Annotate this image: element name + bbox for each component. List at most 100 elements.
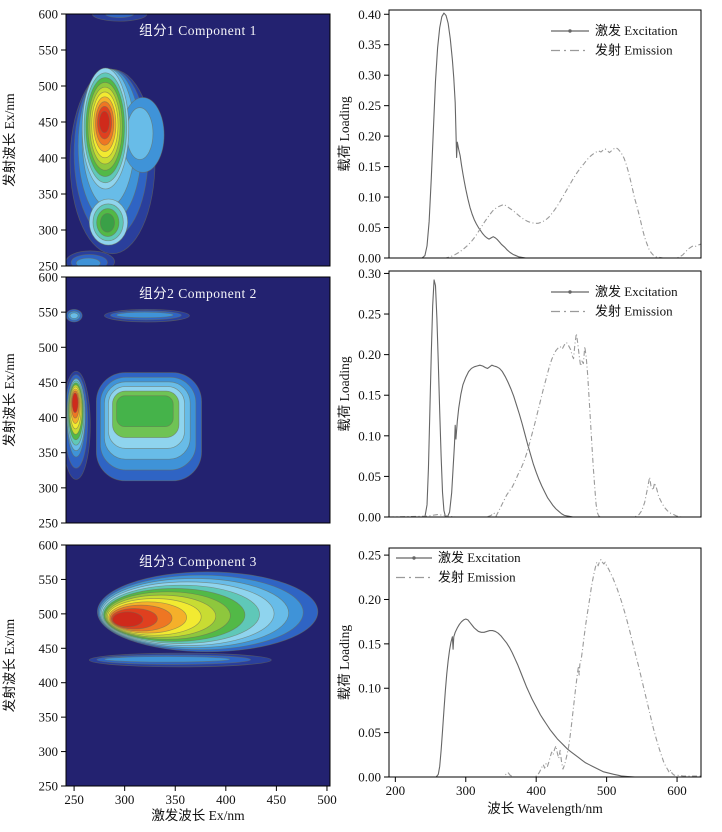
y-tick-label: 0.05 bbox=[358, 469, 381, 484]
x-tick-label: 350 bbox=[165, 792, 185, 807]
eem-peak-broad-blob-ex320-em410 bbox=[95, 372, 202, 482]
y-tick-label: 300 bbox=[39, 480, 59, 495]
eem-plot-border bbox=[65, 13, 331, 267]
contour-band bbox=[99, 110, 110, 134]
eem-y-axis-title: 发射波长 Ex/nm bbox=[2, 93, 17, 187]
contour-band bbox=[112, 611, 144, 628]
y-tick-label: 0.10 bbox=[358, 190, 381, 205]
contour-band bbox=[75, 257, 101, 266]
legend-label: 发射 Emission bbox=[595, 304, 673, 319]
y-tick-label: 0.40 bbox=[358, 7, 381, 22]
y-tick-label: 600 bbox=[39, 538, 59, 553]
eem-component-1: 250 300 350 400 450 500 550 600 发射波长 Ex/nm 组分1 Co… bbox=[2, 7, 331, 274]
contour-band bbox=[104, 656, 231, 663]
y-tick-label: 0.30 bbox=[358, 266, 381, 281]
eem-component-3: 250 300 350 400 450 500 550 600 250 300 350 400 450 5… bbox=[2, 538, 337, 824]
y-tick-label: 0.35 bbox=[358, 37, 381, 52]
eem-peak-top-streak bbox=[104, 308, 190, 323]
y-tick-label: 0.00 bbox=[358, 251, 381, 266]
loading-plot-border bbox=[388, 270, 702, 518]
contour-band bbox=[71, 392, 79, 414]
loading-plot-1: 0.00 0.05 0.10 0.15 0.20 0.25 0.30 0.35 0.40 载荷 L… bbox=[337, 7, 702, 266]
contour-band bbox=[100, 213, 115, 233]
y-tick-label: 0.15 bbox=[358, 159, 381, 174]
y-tick-label: 0.00 bbox=[358, 770, 381, 785]
eem-plot-border bbox=[65, 276, 331, 524]
y-tick-label: 0.25 bbox=[358, 307, 381, 322]
y-tick-label: 300 bbox=[39, 223, 59, 238]
y-tick-label: 500 bbox=[39, 606, 59, 621]
y-tick-label: 300 bbox=[39, 744, 59, 759]
y-tick-label: 0.05 bbox=[358, 220, 381, 235]
contour-band bbox=[126, 107, 154, 160]
y-tick-label: 0.20 bbox=[358, 347, 381, 362]
eem-contours bbox=[66, 14, 165, 266]
y-tick-label: 0.30 bbox=[358, 68, 381, 83]
y-tick-label: 0.15 bbox=[358, 636, 381, 651]
y-tick-label: 350 bbox=[39, 445, 59, 460]
emission-curve-1 bbox=[389, 147, 701, 258]
x-tick-label: 200 bbox=[386, 783, 406, 798]
eem-peak-top-dot bbox=[66, 308, 83, 323]
eem-panel-title: 组分2 Component 2 bbox=[139, 286, 257, 301]
y-tick-label: 0.10 bbox=[358, 681, 381, 696]
x-tick-label: 450 bbox=[267, 792, 287, 807]
y-tick-label: 0.10 bbox=[358, 428, 381, 443]
eem-component-2: 250 300 350 400 450 500 550 600 发射波长 Ex/nm 组分2 Co… bbox=[2, 270, 331, 531]
y-tick-label: 600 bbox=[39, 7, 59, 22]
y-tick-label: 250 bbox=[39, 779, 59, 794]
legend-label: 激发 Excitation bbox=[438, 550, 521, 565]
loading-x-axis-title: 波长 Wavelength/nm bbox=[487, 801, 603, 816]
eem-peak-right-lobe bbox=[121, 97, 165, 173]
y-tick-label: 400 bbox=[39, 410, 59, 425]
legend-marker-dot bbox=[412, 556, 416, 560]
y-tick-label: 550 bbox=[39, 43, 59, 58]
eem-panel-title: 组分1 Component 1 bbox=[139, 23, 257, 38]
x-tick-label: 600 bbox=[667, 783, 687, 798]
y-tick-label: 0.25 bbox=[358, 98, 381, 113]
y-tick-label: 0.15 bbox=[358, 388, 381, 403]
loading-plot-3: 0.00 0.05 0.10 0.15 0.20 0.25 200 300 400 500 600 波… bbox=[337, 547, 702, 816]
loading-plot-2: 0.00 0.05 0.10 0.15 0.20 0.25 0.30 载荷 Loading 激发… bbox=[337, 266, 702, 525]
contour-band bbox=[116, 395, 174, 428]
y-tick-label: 400 bbox=[39, 151, 59, 166]
y-tick-label: 500 bbox=[39, 340, 59, 355]
eem-contours bbox=[66, 308, 202, 482]
legend-3: 激发 Excitation 发射 Emission bbox=[396, 550, 521, 585]
loading-plot-border bbox=[388, 9, 702, 259]
x-tick-label: 500 bbox=[597, 783, 617, 798]
legend-label: 发射 Emission bbox=[595, 43, 673, 58]
y-tick-label: 600 bbox=[39, 270, 59, 285]
eem-peak-stripe-peak-ex252-em420 bbox=[66, 378, 86, 451]
y-tick-label: 250 bbox=[39, 259, 59, 274]
eem-x-axis-title: 激发波长 Ex/nm bbox=[151, 808, 245, 823]
eem-peak-corner-smudge bbox=[66, 250, 115, 266]
x-tick-label: 250 bbox=[64, 792, 84, 807]
legend-label: 激发 Excitation bbox=[595, 23, 678, 38]
eem-y-axis-title: 发射波长 Ex/nm bbox=[2, 618, 17, 712]
y-tick-label: 550 bbox=[39, 572, 59, 587]
eem-contours bbox=[88, 571, 319, 668]
y-tick-label: 450 bbox=[39, 641, 59, 656]
y-tick-label: 450 bbox=[39, 375, 59, 390]
y-tick-label: 350 bbox=[39, 187, 59, 202]
excitation-curve-3 bbox=[389, 618, 701, 777]
y-tick-label: 0.20 bbox=[358, 129, 381, 144]
eem-peak-under-streak bbox=[88, 652, 272, 668]
loading-plot-area bbox=[389, 271, 701, 517]
legend-marker-dot bbox=[568, 29, 572, 33]
eem-peak-main-peak-ex280-em450 bbox=[81, 67, 130, 190]
eem-plot-border bbox=[65, 544, 331, 787]
y-tick-label: 450 bbox=[39, 115, 59, 130]
legend-label: 发射 Emission bbox=[438, 570, 516, 585]
loading-y-axis-title: 载荷 Loading bbox=[337, 96, 352, 172]
loading-plot-border bbox=[388, 547, 702, 778]
y-tick-label: 500 bbox=[39, 79, 59, 94]
loading-y-axis-title: 载荷 Loading bbox=[337, 625, 352, 701]
x-tick-label: 300 bbox=[456, 783, 476, 798]
legend-1: 激发 Excitation 发射 Emission bbox=[551, 23, 678, 58]
eem-panel-title: 组分3 Component 3 bbox=[139, 554, 257, 569]
loading-plot-area bbox=[389, 10, 701, 258]
y-tick-label: 0.05 bbox=[358, 725, 381, 740]
